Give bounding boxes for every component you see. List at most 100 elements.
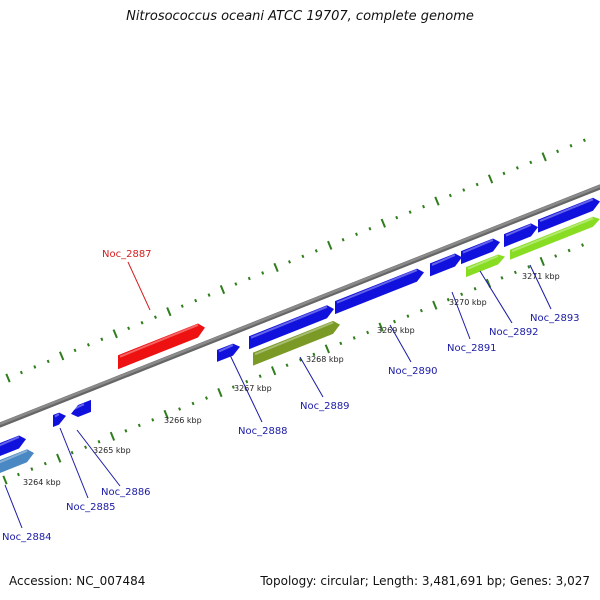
inner-ring-minor-tick	[513, 270, 517, 275]
inner-ring-minor-tick	[473, 287, 477, 291]
outer-ring-major-tick	[327, 240, 333, 250]
gene-noc-2893a	[504, 223, 538, 248]
outer-ring-minor-tick	[261, 271, 265, 275]
inner-ring-major-tick	[539, 256, 545, 267]
gene-noc-2888-body	[249, 305, 334, 350]
inner-ring-minor-tick	[70, 450, 74, 455]
kbp-label: 3265 kbp	[93, 446, 131, 455]
accession-label: Accession: NC_007484	[9, 574, 146, 588]
gene-noc-2893-highlight	[511, 217, 594, 253]
kbp-label: 3268 kbp	[306, 355, 344, 364]
inner-ring-major-tick	[2, 475, 8, 485]
outer-ring-major-tick	[58, 351, 65, 361]
inner-ring-minor-tick	[419, 308, 423, 313]
gene-label-noc-2891: Noc_2891	[447, 343, 497, 354]
kbp-label: 3270 kbp	[449, 298, 487, 307]
inner-ring-minor-tick	[406, 314, 410, 318]
gene-label-noc-2884: Noc_2884	[2, 532, 52, 543]
gene-noc-2884-highlight	[0, 449, 28, 464]
outer-ring-minor-tick	[475, 182, 479, 187]
inner-ring-minor-tick	[43, 461, 47, 466]
inner-ring-minor-tick	[245, 379, 249, 384]
outer-ring-minor-tick	[515, 166, 519, 170]
outer-ring-minor-tick	[556, 149, 560, 154]
gene-noc-2884-upper-body	[0, 435, 26, 457]
gene-noc-2889	[253, 320, 340, 366]
gene-noc-2887-body	[118, 323, 205, 370]
kbp-label: 3271 kbp	[522, 272, 560, 281]
leader-line-noc-2892	[479, 270, 513, 324]
outer-ring-minor-tick	[33, 365, 37, 369]
outer-ring-minor-tick	[368, 226, 372, 231]
leader-line-noc-2888	[229, 354, 263, 423]
gene-noc-2886-body	[71, 399, 91, 418]
leader-line-noc-2887	[127, 261, 151, 311]
gene-noc-2891b	[461, 238, 500, 265]
outer-ring-minor-tick	[569, 144, 573, 148]
gene-label-noc-2887: Noc_2887	[102, 249, 152, 260]
inner-ring-minor-tick	[298, 358, 302, 362]
outer-ring-major-tick	[273, 262, 279, 272]
leader-line-noc-2890	[389, 324, 412, 363]
inner-ring-minor-tick	[231, 385, 235, 389]
gene-noc-2890-body	[335, 268, 424, 315]
inner-ring-major-tick	[324, 344, 330, 354]
outer-ring-minor-tick	[140, 320, 144, 325]
inner-ring-minor-tick	[16, 472, 20, 477]
gene-labels: Noc_2884 Noc_2885 Noc_2886 Noc_2887 Noc_2888…	[2, 249, 580, 543]
label-leader-lines	[4, 261, 552, 529]
inner-ring-minor-tick	[97, 439, 101, 444]
outer-ring-major-tick	[166, 307, 172, 317]
outer-ring-minor-tick	[314, 249, 318, 253]
outer-ring-minor-tick	[100, 337, 104, 342]
genome-backbone	[0, 184, 600, 428]
outer-ring-minor-tick	[194, 298, 198, 303]
outer-ring-major-tick	[541, 152, 547, 162]
inner-ring-minor-tick	[151, 418, 155, 422]
inner-ring-minor-tick	[446, 297, 450, 302]
gene-noc-2893b	[538, 197, 600, 233]
leader-line-noc-2884	[4, 484, 23, 529]
kbp-label: 3266 kbp	[164, 416, 202, 425]
outer-ring-minor-tick	[301, 254, 305, 259]
outer-ring-minor-tick	[153, 315, 157, 319]
outer-ring-minor-tick	[582, 138, 586, 143]
gene-label-noc-2888: Noc_2888	[238, 426, 288, 437]
gene-noc-2886	[71, 399, 91, 418]
gene-noc-2888a-body	[217, 343, 240, 362]
gene-noc-2888a-highlight	[218, 344, 234, 353]
gene-label-noc-2890: Noc_2890	[388, 366, 438, 377]
gene-noc-2890	[335, 268, 424, 315]
outer-ring-minor-tick	[448, 193, 452, 198]
outer-ring-minor-tick	[355, 232, 359, 237]
inner-ring-minor-tick	[460, 292, 464, 297]
gene-noc-2887-highlight	[119, 324, 199, 358]
page-title: Nitrosococcus oceani ATCC 19707, complet…	[126, 9, 474, 24]
inner-ring-major-tick	[163, 409, 169, 419]
kbp-label: 3269 kbp	[377, 326, 415, 335]
outer-ring-minor-tick	[127, 326, 131, 331]
gene-noc-2886-highlight	[72, 403, 85, 411]
inner-ring-major-tick	[378, 322, 384, 332]
gene-label-noc-2889: Noc_2889	[300, 401, 350, 412]
gene-noc-2892-highlight	[467, 255, 499, 270]
gene-noc-2893a-highlight	[505, 223, 532, 237]
inner-ring-minor-tick	[312, 352, 316, 357]
gene-features	[0, 197, 600, 474]
gene-noc-2889-highlight	[254, 321, 334, 356]
leader-line-noc-2889	[299, 356, 324, 398]
outer-tick-ring	[5, 138, 586, 383]
gene-noc-2889-body	[253, 320, 340, 366]
outer-ring-minor-tick	[19, 370, 23, 375]
outer-ring-major-tick	[219, 284, 226, 295]
inner-ring-minor-tick	[554, 254, 558, 258]
outer-ring-major-tick	[487, 174, 494, 184]
outer-ring-major-tick	[112, 329, 118, 339]
inner-ring-major-tick	[432, 300, 438, 310]
gene-noc-2885	[53, 412, 66, 427]
inner-ring-major-tick	[56, 453, 62, 463]
outer-ring-major-tick	[434, 196, 440, 206]
outer-ring-minor-tick	[462, 188, 466, 192]
leader-line-noc-2886	[76, 429, 121, 487]
inner-ring-major-tick	[271, 366, 277, 376]
